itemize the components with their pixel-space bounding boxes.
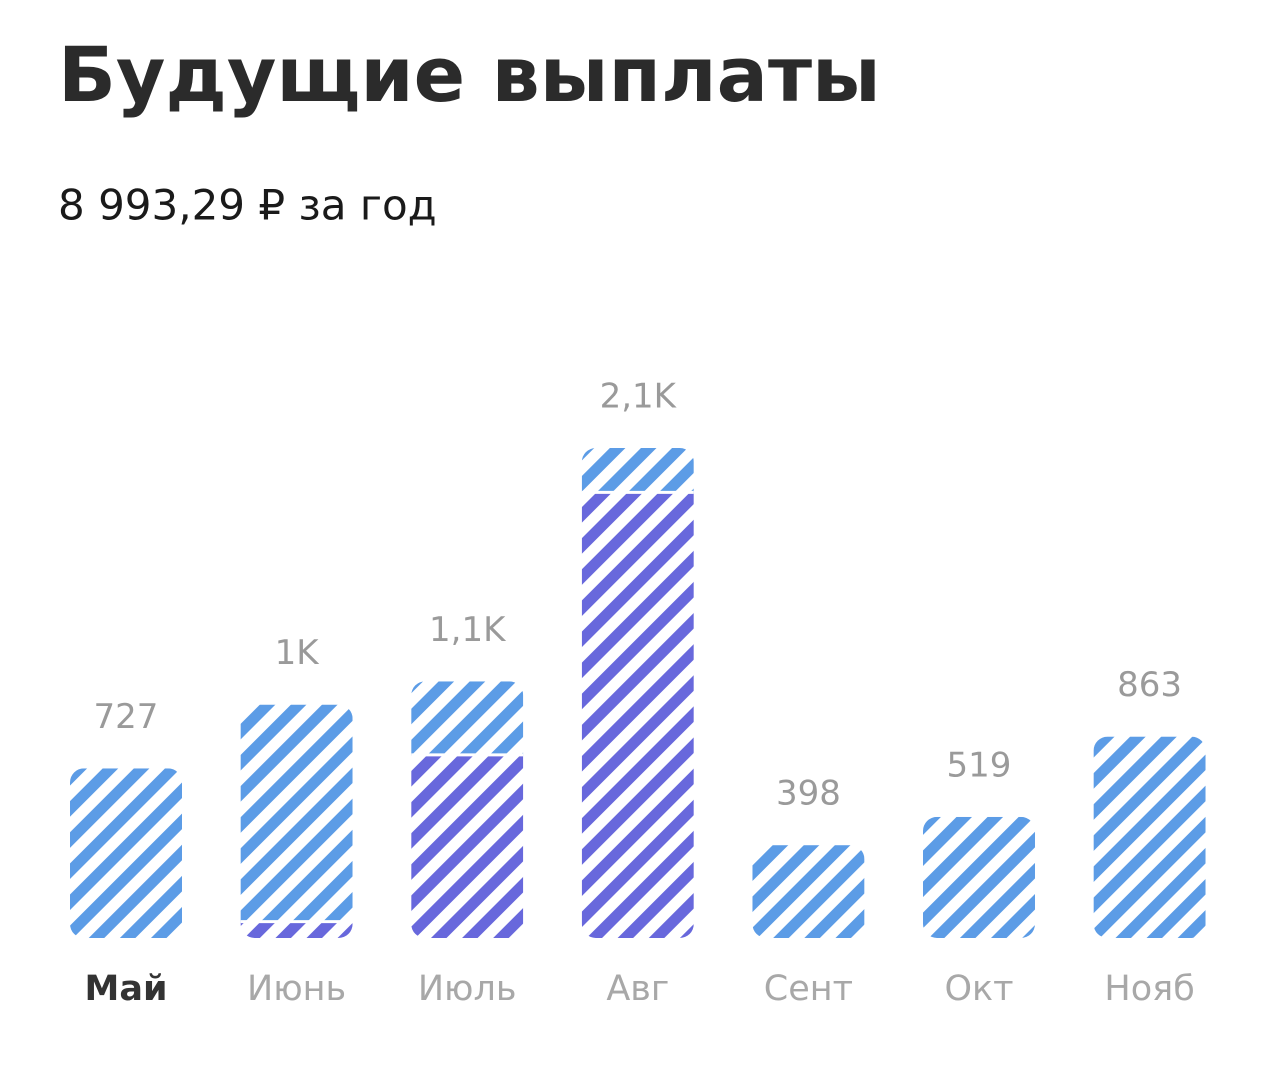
bar-segment — [240, 921, 353, 938]
value-label: 863 — [1117, 665, 1182, 705]
bar-group — [752, 845, 865, 938]
bar-group — [581, 448, 694, 938]
bar-segment — [411, 681, 524, 755]
bar-segment — [240, 704, 353, 922]
bar-segment — [411, 754, 524, 938]
x-tick-label: Июль — [418, 969, 517, 1009]
bar-segment — [1093, 736, 1206, 938]
x-tick-label: Май — [85, 969, 168, 1009]
x-tick-label: Сент — [764, 969, 853, 1009]
value-label: 398 — [776, 774, 841, 814]
chart-title: Будущие выплаты — [58, 30, 881, 119]
x-tick-label: Авг — [606, 969, 669, 1009]
bar-segment — [923, 816, 1035, 938]
bar-segment — [70, 768, 182, 938]
value-label: 1K — [275, 633, 321, 673]
x-tick-label: Июнь — [247, 969, 346, 1009]
value-label: 519 — [947, 745, 1012, 785]
value-label: 1,1K — [429, 610, 507, 650]
chart-subtitle: 8 993,29 ₽ за год — [58, 181, 437, 230]
bar-segment — [581, 448, 694, 493]
bar-segment — [581, 492, 694, 938]
bar-group — [240, 704, 353, 938]
value-label: 727 — [94, 697, 159, 737]
value-label: 2,1K — [600, 377, 678, 417]
bar-group — [1093, 736, 1206, 938]
bar-group — [923, 816, 1035, 938]
x-tick-label: Нояб — [1104, 969, 1194, 1009]
bar-segment — [752, 845, 865, 938]
bar-group — [70, 768, 182, 938]
bar-group — [411, 681, 524, 938]
x-tick-label: Окт — [944, 969, 1013, 1009]
